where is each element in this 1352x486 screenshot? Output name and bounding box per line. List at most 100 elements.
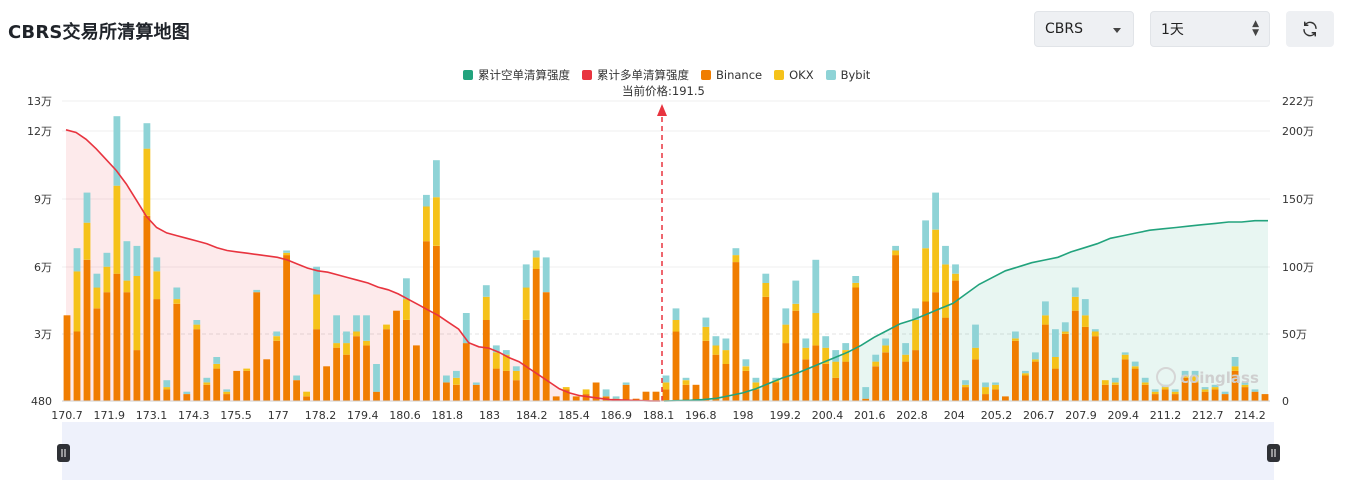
bar-bybit xyxy=(1012,331,1019,339)
bar-bybit xyxy=(762,273,770,283)
bar-okx xyxy=(1032,359,1039,362)
bar-bybit xyxy=(1052,329,1059,357)
x-axis-tick: 211.2 xyxy=(1150,409,1182,422)
bar-bybit xyxy=(1081,299,1089,316)
bar-binance xyxy=(153,299,161,401)
bar-binance xyxy=(433,245,440,401)
bar-binance xyxy=(183,394,191,401)
bar-binance xyxy=(1231,370,1239,401)
bar-binance xyxy=(393,310,400,401)
bar-okx xyxy=(842,350,850,362)
bar-okx xyxy=(972,347,979,360)
bar-binance xyxy=(1042,324,1049,401)
bar-bybit xyxy=(453,370,460,378)
bar-bybit xyxy=(273,331,281,337)
bar-okx xyxy=(173,299,181,304)
bar-bybit xyxy=(83,192,91,223)
bar-bybit xyxy=(982,382,989,388)
bar-bybit xyxy=(403,278,410,300)
bar-okx xyxy=(852,282,860,288)
bar-okx xyxy=(872,361,880,367)
zoom-slider-track[interactable] xyxy=(62,422,1274,480)
bar-okx xyxy=(532,257,540,269)
x-axis-tick: 207.9 xyxy=(1065,409,1097,422)
bar-bybit xyxy=(313,266,320,295)
bar-okx xyxy=(832,361,840,378)
chart-legend: 累计空单清算强度 累计多单清算强度 Binance OKX Bybit xyxy=(463,67,870,83)
bar-okx xyxy=(143,148,151,216)
interval-select[interactable]: 1天 ▲ ▼ xyxy=(1150,11,1270,47)
bar-binance xyxy=(1201,391,1209,401)
x-axis-tick: 198 xyxy=(733,409,754,422)
right-axis-tick: 222万 xyxy=(1282,95,1314,108)
bar-binance xyxy=(912,350,919,401)
bar-bybit xyxy=(183,391,191,394)
bar-okx xyxy=(1151,391,1159,394)
bar-okx xyxy=(722,350,730,364)
bar-bybit xyxy=(333,315,340,344)
bar-okx xyxy=(1241,384,1249,388)
bar-bybit xyxy=(782,308,790,325)
bar-bybit xyxy=(1231,357,1239,367)
bar-okx xyxy=(1111,382,1119,385)
bar-okx xyxy=(1191,375,1199,383)
bar-okx xyxy=(1101,380,1109,385)
bar-binance xyxy=(1052,368,1059,401)
zoom-handle-right[interactable] xyxy=(1267,444,1280,462)
bar-okx xyxy=(562,387,570,390)
bar-okx xyxy=(942,264,949,318)
bar-okx xyxy=(1061,331,1069,334)
bar-binance xyxy=(782,343,790,401)
bar-bybit xyxy=(1181,370,1189,376)
bar-binance xyxy=(283,255,290,401)
bar-bybit xyxy=(143,123,151,149)
bar-okx xyxy=(213,364,221,369)
bar-bybit xyxy=(752,377,760,383)
legend-item-bybit[interactable]: Bybit xyxy=(825,67,870,83)
bar-bybit xyxy=(1151,389,1159,392)
page-title: CBRS交易所清算地图 xyxy=(8,22,190,43)
bar-binance xyxy=(383,329,390,401)
bar-binance xyxy=(1241,387,1249,401)
bar-bybit xyxy=(742,359,750,367)
bar-binance xyxy=(702,340,710,401)
bar-bybit xyxy=(802,338,810,348)
x-axis-tick: 186.9 xyxy=(601,409,633,422)
bar-bybit xyxy=(462,313,470,344)
bar-bybit xyxy=(492,345,500,353)
bar-binance xyxy=(562,389,570,401)
legend-item-short-cum[interactable]: 累计空单清算强度 xyxy=(463,67,570,83)
x-axis-tick: 185.4 xyxy=(558,409,590,422)
bar-bybit xyxy=(173,287,181,300)
legend-item-binance[interactable]: Binance xyxy=(701,67,762,83)
bar-okx xyxy=(982,387,989,394)
bar-bybit xyxy=(253,289,261,293)
symbol-select[interactable]: CBRS xyxy=(1034,11,1134,47)
bar-bybit xyxy=(682,377,690,381)
bar-okx xyxy=(1012,338,1019,341)
bar-okx xyxy=(912,320,919,351)
bar-bybit xyxy=(672,308,680,320)
bar-okx xyxy=(103,266,111,293)
zoom-handle-left[interactable] xyxy=(57,444,70,462)
bar-binance xyxy=(403,320,410,401)
legend-item-long-cum[interactable]: 累计多单清算强度 xyxy=(582,67,689,83)
bar-bybit xyxy=(792,280,800,304)
x-axis-tick: 209.4 xyxy=(1108,409,1140,422)
bar-bybit xyxy=(423,194,430,207)
bar-okx xyxy=(952,273,959,281)
bar-bybit xyxy=(872,354,880,362)
watermark: coinglass xyxy=(1180,369,1259,387)
refresh-button[interactable] xyxy=(1286,11,1334,47)
bar-binance xyxy=(203,384,211,401)
legend-item-okx[interactable]: OKX xyxy=(774,67,814,83)
bar-bybit xyxy=(133,245,141,276)
bar-okx xyxy=(802,347,810,360)
bar-binance xyxy=(233,370,241,401)
bar-bybit xyxy=(1111,377,1119,383)
bar-bybit xyxy=(542,257,550,293)
bar-bybit xyxy=(922,220,929,249)
left-axis-tick: 480 xyxy=(31,395,52,408)
bar-binance xyxy=(303,396,310,401)
bar-binance xyxy=(1261,394,1269,401)
